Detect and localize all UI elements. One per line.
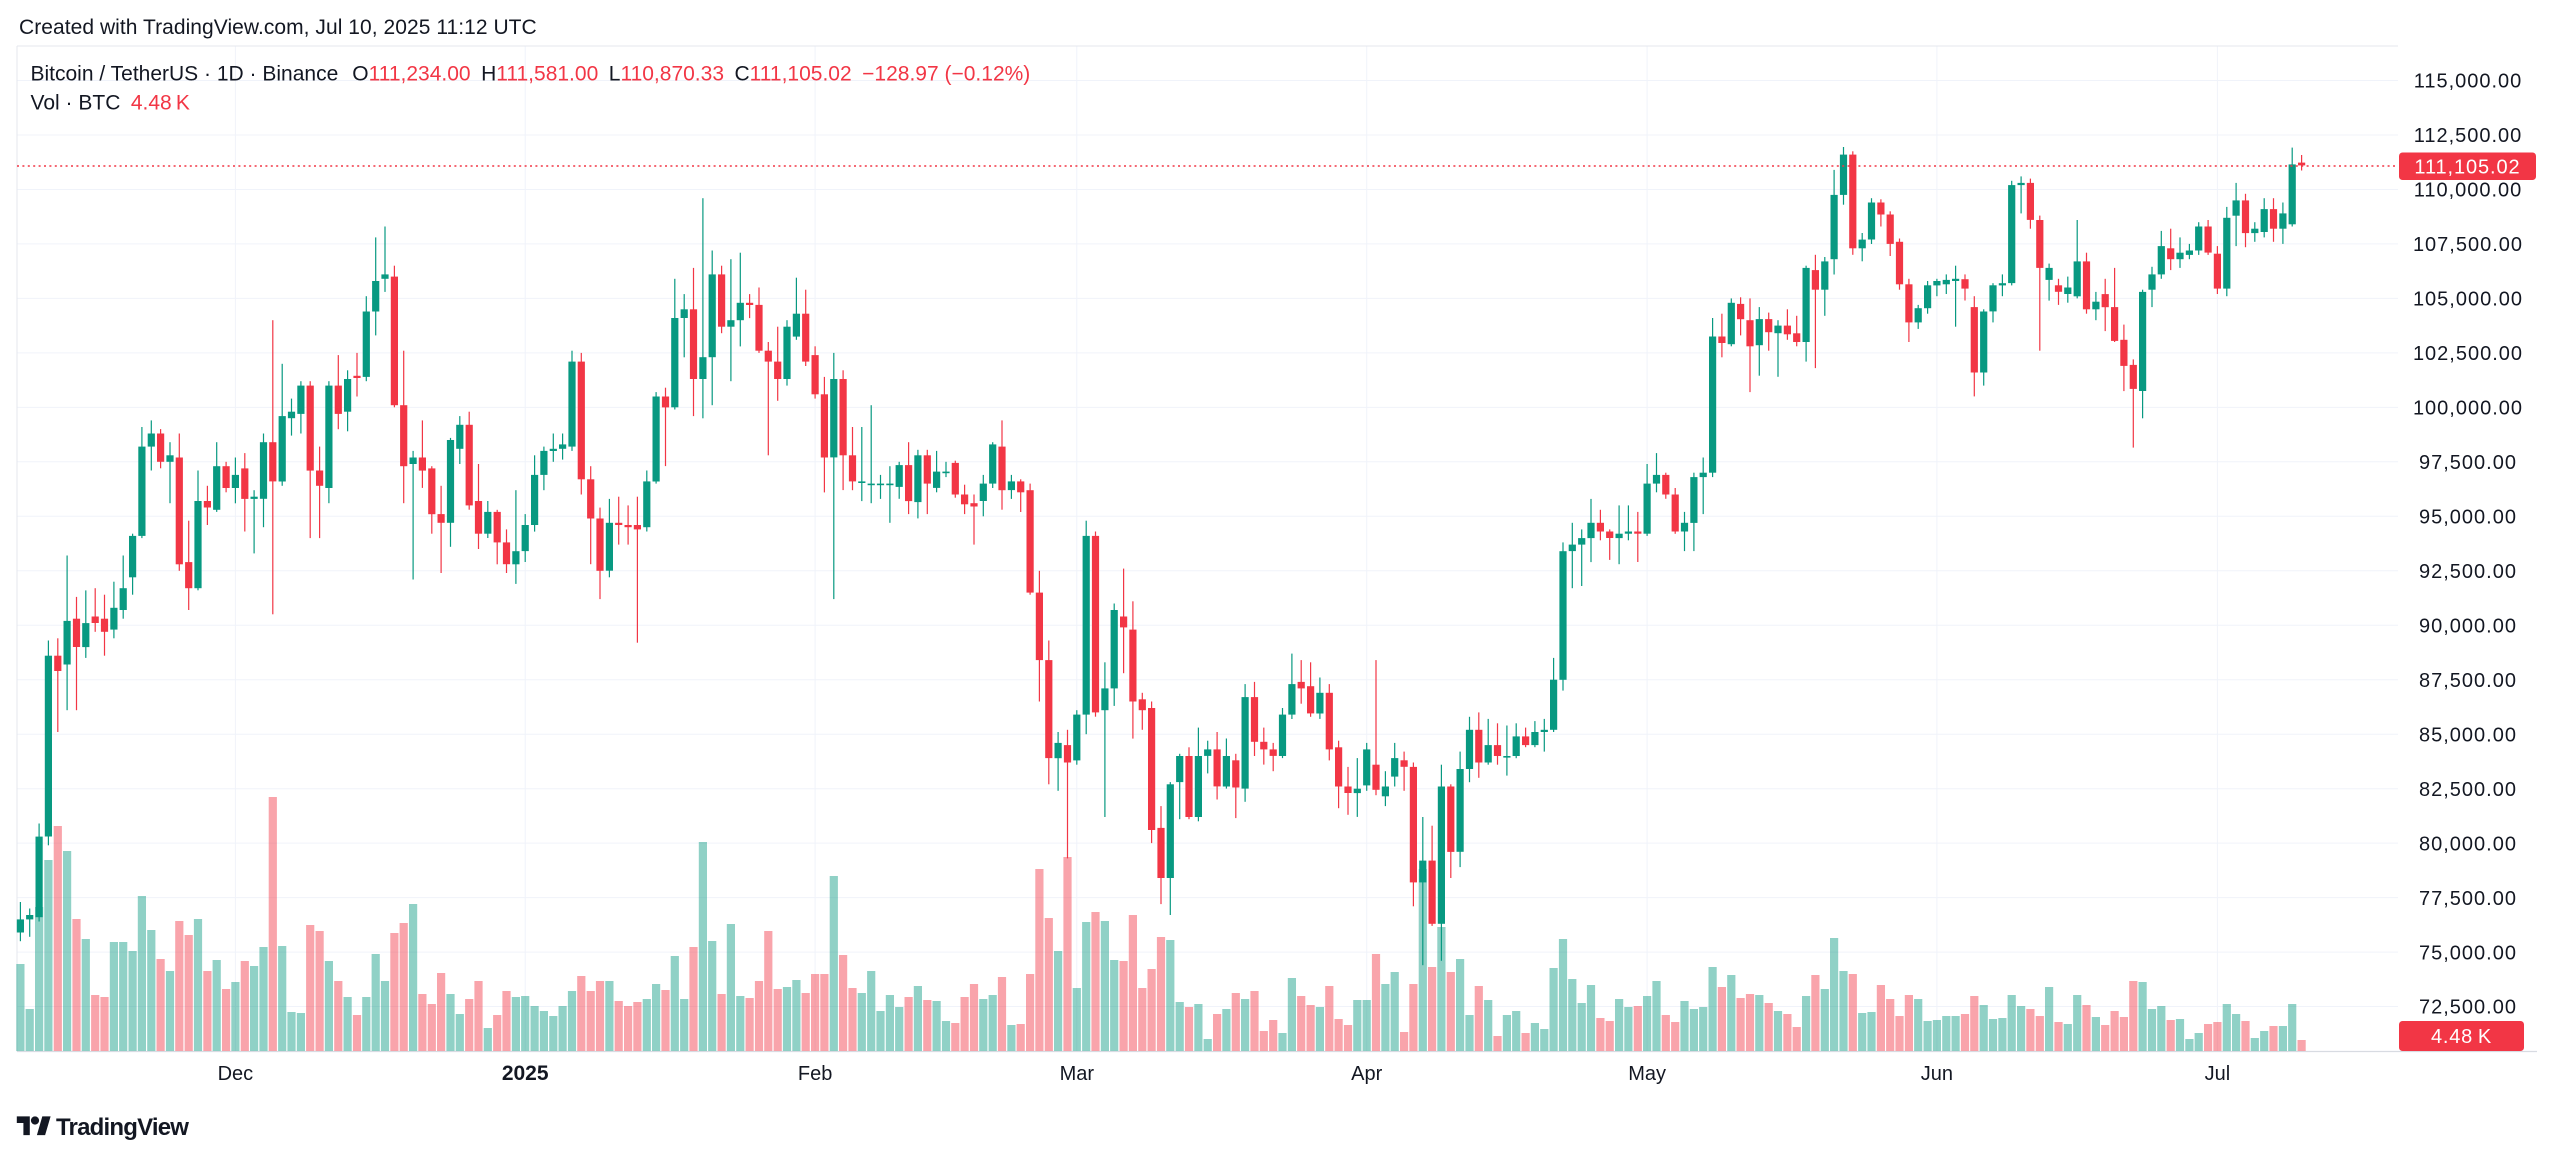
svg-text:77,500.00: 77,500.00 <box>2419 888 2517 910</box>
svg-text:107,500.00: 107,500.00 <box>2413 234 2523 256</box>
svg-text:Jun: Jun <box>1921 1063 1953 1085</box>
svg-text:85,000.00: 85,000.00 <box>2419 724 2517 746</box>
svg-text:102,500.00: 102,500.00 <box>2413 343 2523 365</box>
svg-text:Mar: Mar <box>1060 1063 1095 1085</box>
svg-text:115,000.00: 115,000.00 <box>2414 71 2523 93</box>
svg-text:75,000.00: 75,000.00 <box>2419 942 2517 964</box>
svg-text:2025: 2025 <box>502 1062 549 1085</box>
svg-text:111,105.02: 111,105.02 <box>2414 157 2520 179</box>
svg-text:110,000.00: 110,000.00 <box>2414 180 2523 202</box>
svg-text:72,500.00: 72,500.00 <box>2419 997 2517 1019</box>
svg-text:Feb: Feb <box>798 1063 832 1085</box>
svg-text:TradingView: TradingView <box>56 1114 189 1141</box>
svg-text:90,000.00: 90,000.00 <box>2419 615 2517 637</box>
svg-text:105,000.00: 105,000.00 <box>2413 289 2523 311</box>
svg-text:112,500.00: 112,500.00 <box>2414 125 2523 147</box>
svg-text:4.48 K: 4.48 K <box>2431 1026 2492 1048</box>
svg-text:Jul: Jul <box>2205 1063 2231 1085</box>
svg-text:87,500.00: 87,500.00 <box>2419 670 2517 692</box>
svg-text:May: May <box>1628 1063 1666 1085</box>
svg-text:100,000.00: 100,000.00 <box>2413 398 2523 420</box>
svg-text:97,500.00: 97,500.00 <box>2419 452 2517 474</box>
svg-text:Apr: Apr <box>1351 1063 1382 1085</box>
svg-text:Bitcoin / TetherUS · 1D · Bina: Bitcoin / TetherUS · 1D · Binance O111,2… <box>31 63 1031 86</box>
svg-text:92,500.00: 92,500.00 <box>2419 561 2517 583</box>
svg-text:80,000.00: 80,000.00 <box>2419 833 2517 855</box>
svg-text:Vol · BTC 4.48 K: Vol · BTC 4.48 K <box>31 92 190 115</box>
svg-text:Created with TradingView.com,: Created with TradingView.com, Jul 10, 20… <box>19 16 537 39</box>
svg-text:Dec: Dec <box>218 1063 254 1085</box>
svg-text:95,000.00: 95,000.00 <box>2419 507 2517 529</box>
svg-text:82,500.00: 82,500.00 <box>2419 779 2517 801</box>
